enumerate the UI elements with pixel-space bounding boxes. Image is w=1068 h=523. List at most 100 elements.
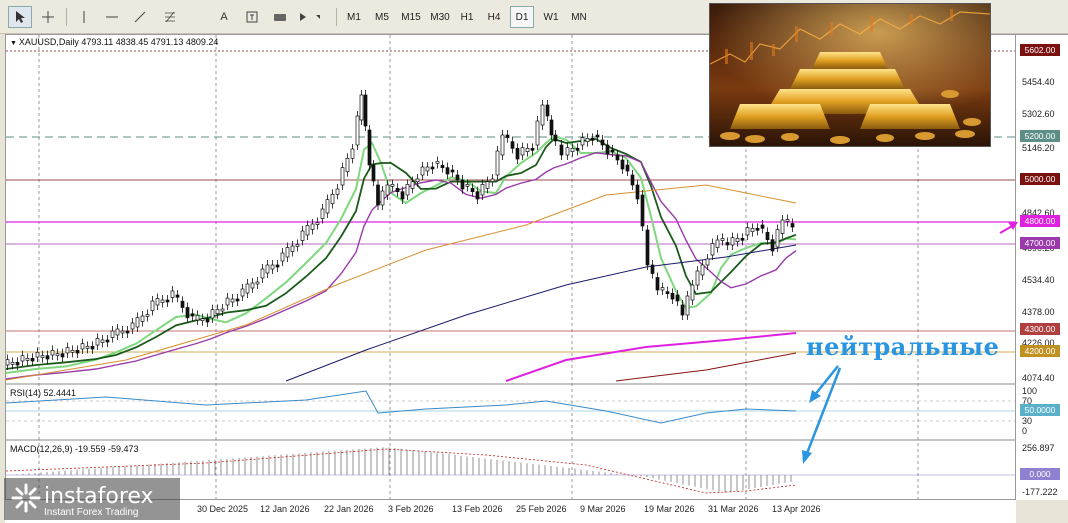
candle [10,361,15,365]
candle [155,298,160,306]
candle [80,343,85,350]
horizontal-line-icon[interactable] [100,6,124,28]
candle [100,339,105,343]
crosshair-icon[interactable] [36,6,60,28]
price-tick: 5454.40 [1022,77,1055,87]
brand-tagline: Instant Forex Trading [44,507,139,518]
candle [395,187,400,193]
candle [225,297,230,306]
candle [350,148,355,159]
time-axis [5,500,1016,523]
tf-m1[interactable]: M1 [347,11,361,23]
candle [470,187,475,193]
candle [400,191,405,200]
candle [570,147,575,153]
candle [625,164,630,172]
candle [520,147,525,156]
candle [160,299,165,303]
candle [740,237,745,241]
cursor-icon[interactable] [8,6,32,28]
tf-d1[interactable]: D1 [510,6,534,28]
candle [590,137,595,141]
ma-darkred-line [615,352,797,382]
candle [700,264,705,276]
candle [130,322,135,330]
candle [140,315,145,322]
tf-h1[interactable]: H1 [460,11,474,23]
candle [585,137,590,143]
tf-mn[interactable]: MN [571,11,587,23]
candle [60,353,65,358]
candle [415,178,420,183]
candle [575,147,580,151]
time-label: 12 Jan 2026 [260,504,310,514]
tf-m15[interactable]: M15 [401,11,421,23]
candle [430,166,435,170]
candle [200,318,205,322]
time-label: 30 Dec 2025 [197,504,249,514]
candle [595,134,600,138]
candle [6,359,10,366]
candle [15,361,20,366]
level-label-4200: 4200.00 [1020,345,1060,357]
arrows-icon[interactable] [296,6,320,28]
candle [715,239,720,248]
candle [175,294,180,298]
candle [330,193,335,205]
candle [185,307,190,319]
candle [325,199,330,214]
candle [615,154,620,161]
candle [605,144,610,155]
candle [380,190,385,206]
candle [260,268,265,279]
tf-h4[interactable]: H4 [487,11,501,23]
tf-w1[interactable]: W1 [543,11,559,23]
candle [410,181,415,189]
candle [170,290,175,298]
candle [371,164,376,182]
candle [70,349,75,353]
candle [45,355,50,360]
candle [765,231,770,241]
candle [760,224,765,229]
candle [553,134,558,142]
candle [320,208,325,219]
candle [300,230,305,241]
label-icon[interactable] [240,6,264,28]
candle [30,357,35,362]
fibo-icon[interactable] [158,6,182,28]
ma-violet-line [6,152,797,380]
candle [295,244,300,247]
candle [250,282,255,289]
trendline-icon[interactable] [128,6,152,28]
candle [600,139,605,146]
tf-m30[interactable]: M30 [430,11,450,23]
candle [720,238,725,241]
candle [367,129,372,166]
macd-signal-line [6,448,797,494]
candle [215,308,220,315]
candle [390,183,395,187]
tf-m5[interactable]: M5 [375,11,389,23]
candle [790,223,795,228]
candle [730,237,735,246]
price-tick: 5146.20 [1022,143,1055,153]
candle [120,330,125,334]
candle [195,314,200,321]
rsi-tick: 100 [1022,386,1038,396]
candle [359,94,364,121]
rsi-tick: 30 [1022,416,1033,426]
text-icon[interactable]: A [220,11,228,23]
macd-tick: 256.897 [1022,443,1055,453]
candle [455,174,460,181]
vertical-line-icon[interactable] [72,6,96,28]
candle [135,317,140,328]
shapes-icon[interactable] [268,6,292,28]
price-tick: 4842.60 [1022,208,1055,218]
candle [510,141,515,149]
time-label: 19 Mar 2026 [644,504,695,514]
candle [745,227,750,236]
candle [460,179,465,190]
candle [405,183,410,196]
level-label-5602: 5602.00 [1020,44,1060,56]
